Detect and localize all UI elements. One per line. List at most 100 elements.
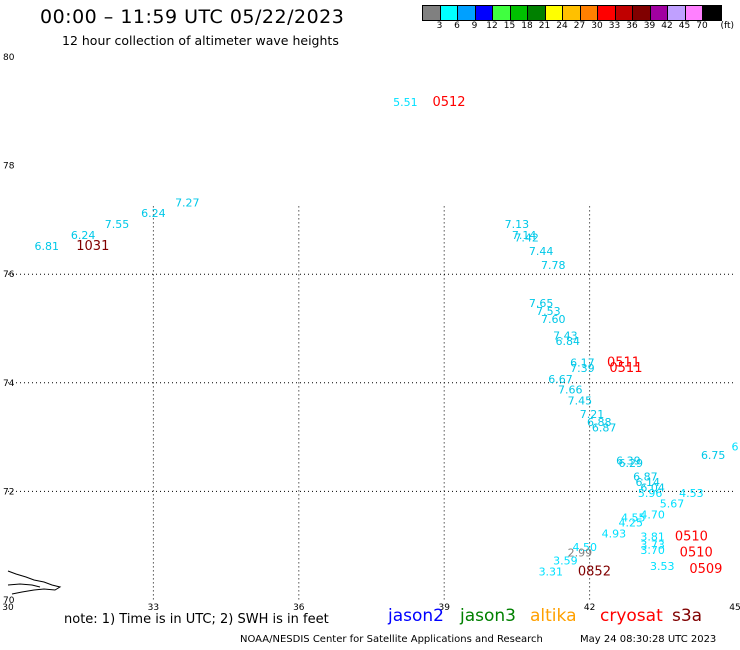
pass-time-label: 0511 (609, 361, 642, 376)
y-tick-label: 78 (3, 162, 15, 172)
colorbar-swatch (668, 6, 686, 20)
wave-height-label: 6.29 (619, 457, 644, 470)
colorbar-swatch (528, 6, 546, 20)
colorbar-tick-label: 18 (521, 21, 533, 31)
wave-height-label: 3.70 (640, 544, 665, 557)
wave-height-label: 7.27 (175, 196, 200, 209)
colorbar-tick-label: 70 (696, 21, 708, 31)
colorbar-tick-label: 6 (454, 21, 460, 31)
wave-height-label: 7.65 (529, 297, 554, 310)
wave-height-label: 3.73 (640, 538, 665, 551)
y-tick-label: 74 (3, 379, 15, 389)
colorbar-swatch (633, 6, 651, 20)
wave-height-label: 3.59 (553, 555, 578, 568)
wave-height-label: 2.99 (568, 547, 593, 560)
colorbar-tick-label: 12 (486, 21, 498, 31)
legend-s3a: s3a (672, 606, 703, 626)
wave-height-label: 7.60 (541, 313, 566, 326)
colorbar-swatch (703, 6, 721, 20)
colorbar-swatch (685, 6, 703, 20)
x-tick-label: 42 (584, 603, 595, 613)
colorbar-unit: (ft) (720, 21, 735, 31)
generated-timestamp: May 24 08:30:28 UTC 2023 (580, 634, 717, 645)
wave-height-label: 6.67 (548, 373, 573, 386)
x-tick-label: 39 (438, 603, 450, 613)
wave-height-label: 7.39 (570, 362, 595, 375)
wave-height-label: 7.14 (512, 229, 537, 242)
wave-height-label: 7.13 (505, 218, 530, 231)
pass-time-label: 0852 (578, 565, 611, 580)
wave-height-label: 6.87 (633, 471, 658, 484)
wave-height-label: 7.42 (514, 232, 539, 245)
colorbar-tick-label: 27 (573, 21, 586, 31)
wave-height-label: 4.53 (679, 487, 704, 500)
colorbar-tick-label: 45 (678, 21, 691, 31)
wave-height-label: 5.96 (638, 487, 663, 500)
wave-height-label: 7.66 (558, 384, 583, 397)
page-title: 00:00 – 11:59 UTC 05/22/2023 (40, 6, 345, 28)
legend-cryosat: cryosat (600, 606, 663, 626)
wave-height-label: 6.81 (35, 240, 60, 253)
wave-height-label: 6.88 (587, 416, 612, 429)
colorbar-swatch (475, 6, 493, 20)
legend-altika: altika (530, 606, 577, 626)
y-tick-label: 70 (3, 596, 15, 606)
colorbar-swatch (458, 6, 476, 20)
wave-height-label: 7.44 (529, 245, 554, 258)
colorbar-tick-label: 9 (471, 21, 478, 31)
pass-time-label: 0512 (432, 95, 465, 110)
y-tick-label: 76 (3, 270, 15, 280)
wave-height-label: 7.53 (536, 305, 561, 318)
pass-time-label: 0510 (680, 546, 713, 561)
colorbar-swatch (510, 6, 528, 20)
credit-text: NOAA/NESDIS Center for Satellite Applica… (240, 634, 543, 645)
wave-height-colorbar (422, 5, 722, 21)
wave-height-label: 3.53 (650, 560, 675, 573)
wave-height-label: 6.24 (141, 207, 166, 220)
x-tick-label: 33 (148, 603, 159, 613)
coastline (7, 570, 62, 595)
colorbar-swatch (598, 6, 616, 20)
wave-height-label: 6.17 (570, 357, 595, 370)
wave-height-label: 3.31 (539, 566, 564, 579)
wave-height-label: 7.55 (105, 218, 130, 231)
wave-height-label: 7.78 (541, 259, 566, 272)
wave-height-label: 7.45 (568, 395, 593, 408)
wave-height-label: 4.55 (621, 511, 646, 524)
colorbar-tick-label: 36 (626, 21, 638, 31)
wave-height-label: 6.04 (640, 481, 665, 494)
colorbar-tick-label: 30 (591, 21, 603, 31)
wave-height-label: 5.51 (393, 96, 418, 109)
colorbar-tick-label: 42 (661, 21, 673, 31)
pass-time-label: 1031 (76, 239, 109, 254)
wave-height-label: 7.21 (580, 408, 605, 421)
colorbar-tick-label: 21 (538, 21, 551, 31)
wave-height-label: 5.67 (660, 498, 685, 511)
colorbar-swatch (493, 6, 511, 20)
x-tick-label: 45 (729, 603, 740, 613)
wave-height-label: 3.81 (640, 530, 665, 543)
colorbar-swatch (563, 6, 581, 20)
colorbar-labels: 3 6 9 12 15 18 21 24 27 30 33 36 39 42 45 70 (ft) (422, 21, 740, 35)
pass-time-label: 0511 (607, 356, 640, 371)
wave-height-label: 6.84 (556, 335, 581, 348)
wave-height-label: 6.24 (71, 229, 96, 242)
legend-jason3: jason3 (460, 606, 516, 626)
wave-height-label: 4.93 (602, 528, 627, 541)
colorbar-tick-label: 39 (643, 21, 656, 31)
colorbar-swatch (545, 6, 563, 20)
x-tick-label: 36 (293, 603, 305, 613)
colorbar-swatch (650, 6, 668, 20)
units-note: note: 1) Time is in UTC; 2) SWH is in fe… (64, 612, 329, 627)
wave-height-label: 7.43 (553, 329, 578, 342)
wave-height-label: 4.70 (640, 509, 665, 522)
colorbar-swatch (580, 6, 598, 20)
wave-height-label: 6 (732, 441, 739, 454)
page-subtitle: 12 hour collection of altimeter wave hei… (62, 33, 339, 48)
colorbar-swatch (423, 6, 441, 20)
wave-height-label: 6.14 (636, 476, 661, 489)
legend-jason2: jason2 (388, 606, 444, 626)
wave-height-label: 4.50 (573, 541, 598, 554)
x-tick-label: 30 (2, 603, 14, 613)
